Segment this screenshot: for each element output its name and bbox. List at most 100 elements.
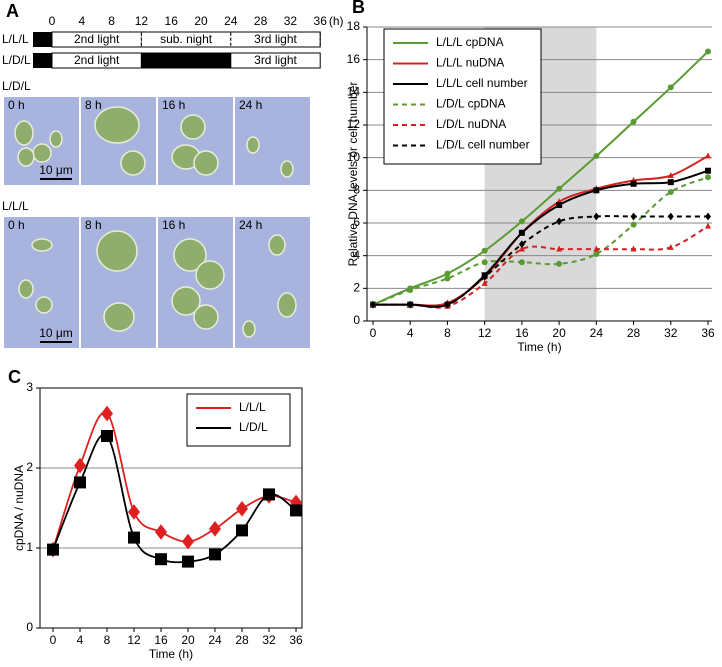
- segment-label: 2nd dark: [163, 53, 211, 67]
- y-tick-label: 16: [347, 52, 361, 66]
- marker: [263, 488, 275, 501]
- marker: [74, 476, 86, 489]
- marker: [290, 494, 302, 511]
- time-unit: (h): [329, 14, 344, 28]
- cell: [246, 136, 260, 154]
- marker: [236, 524, 248, 537]
- marker: [667, 212, 674, 221]
- cell: [193, 150, 219, 176]
- time-label: 0 h: [8, 98, 25, 112]
- cell: [31, 238, 53, 252]
- y-tick-label: 4: [353, 248, 360, 262]
- x-tick-label: 28: [627, 326, 641, 340]
- marker: [370, 300, 376, 309]
- segment-label: 3rd light: [254, 32, 297, 46]
- y-axis-label: cpDNA / nuDNA: [12, 465, 26, 551]
- x-tick-label: 8: [444, 326, 451, 340]
- time-tick-label: 24: [224, 14, 238, 28]
- x-tick-label: 28: [235, 633, 249, 647]
- x-tick-label: 36: [701, 326, 715, 340]
- legend-label: L/D/L: [239, 420, 268, 434]
- x-tick-label: 24: [590, 326, 604, 340]
- x-tick-label: 8: [104, 633, 111, 647]
- series-line: [373, 215, 708, 308]
- marker: [705, 152, 711, 159]
- time-label: 8 h: [85, 218, 102, 232]
- marker: [518, 229, 525, 236]
- cell: [96, 230, 138, 272]
- marker: [556, 245, 563, 252]
- time-tick-label: 8: [108, 14, 115, 28]
- cell: [14, 120, 34, 146]
- cell: [32, 143, 52, 163]
- marker: [593, 245, 600, 252]
- cell: [268, 234, 286, 256]
- marker: [518, 245, 525, 252]
- marker: [128, 504, 140, 520]
- time-tick-label: 28: [254, 14, 268, 28]
- marker: [705, 174, 711, 181]
- panel-label: A: [6, 1, 19, 21]
- segment-label: 2nd light: [74, 53, 120, 67]
- legend-box: [186, 393, 291, 447]
- y-tick-label: 2: [353, 281, 360, 295]
- y-tick-label: 6: [353, 215, 360, 229]
- marker: [209, 548, 221, 561]
- time-tick-label: 4: [78, 14, 85, 28]
- cell: [94, 106, 140, 144]
- marker: [155, 524, 167, 540]
- cell: [17, 147, 35, 167]
- schedule-segment: [230, 52, 321, 69]
- marker: [481, 259, 488, 266]
- marker: [556, 260, 563, 267]
- y-tick-label: 10: [347, 150, 361, 164]
- marker: [593, 187, 600, 194]
- legend-label: L/L/L cell number: [436, 76, 528, 90]
- group-name: L/D/L: [2, 79, 31, 93]
- cell: [242, 320, 256, 338]
- marker: [101, 405, 113, 422]
- group-name: L/L/L: [2, 199, 29, 213]
- schedule-name: L/L/L: [2, 32, 29, 46]
- scale-bar-label: 10 μm: [39, 163, 73, 177]
- x-axis-label: Time (h): [517, 340, 561, 354]
- x-tick-label: 16: [154, 633, 168, 647]
- marker: [593, 251, 600, 258]
- marker: [705, 212, 711, 221]
- series-line: [372, 176, 709, 306]
- x-tick-label: 4: [407, 326, 414, 340]
- cell: [180, 114, 206, 140]
- time-tick-label: 32: [284, 14, 298, 28]
- schedule-frame: [51, 31, 321, 48]
- x-tick-label: 32: [664, 326, 678, 340]
- y-tick-label: 14: [347, 85, 361, 99]
- marker: [518, 240, 525, 249]
- marker: [481, 273, 488, 281]
- x-tick-label: 36: [289, 633, 303, 647]
- x-tick-label: 4: [77, 633, 84, 647]
- dark-period: [33, 32, 52, 47]
- cell: [173, 238, 207, 272]
- time-label: 16 h: [162, 98, 185, 112]
- y-tick-label: 1: [26, 540, 33, 554]
- marker: [182, 533, 194, 550]
- time-tick-label: 0: [49, 14, 56, 28]
- time-label: 0 h: [8, 218, 25, 232]
- marker: [236, 501, 248, 517]
- time-label: 24 h: [239, 218, 262, 232]
- y-tick-label: 8: [353, 183, 360, 197]
- marker: [593, 153, 600, 160]
- x-tick-label: 12: [478, 326, 492, 340]
- marker: [209, 521, 221, 537]
- marker: [705, 222, 711, 229]
- x-tick-label: 24: [208, 633, 222, 647]
- legend-label: L/L/L cpDNA: [436, 35, 504, 49]
- marker: [518, 259, 525, 266]
- marker: [556, 202, 563, 209]
- marker: [481, 279, 488, 286]
- marker: [556, 217, 563, 226]
- x-tick-label: 32: [262, 633, 276, 647]
- time-label: 24 h: [239, 98, 262, 112]
- legend-label: L/L/L: [239, 400, 266, 414]
